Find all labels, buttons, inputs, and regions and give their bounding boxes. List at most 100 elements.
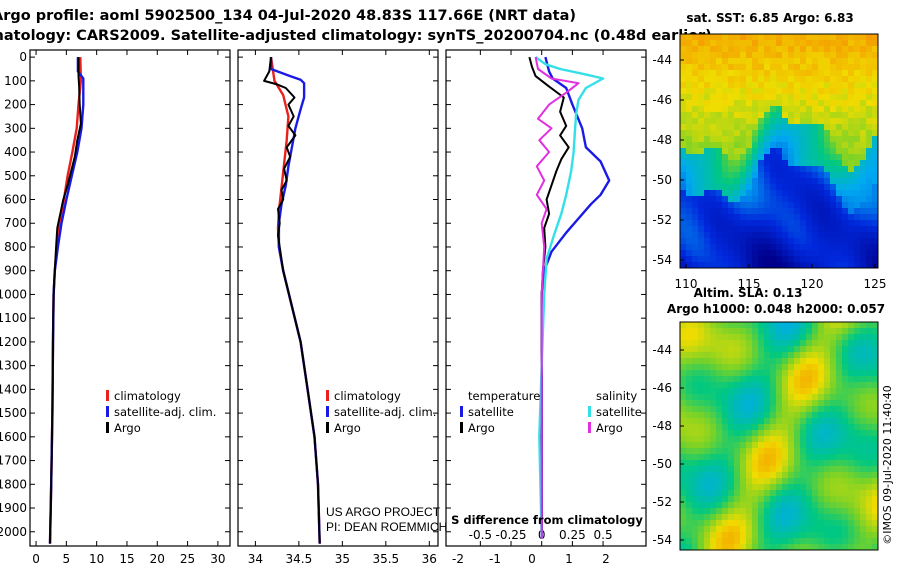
sst-cell xyxy=(860,148,867,155)
sla-cell xyxy=(818,490,825,497)
sst-cell xyxy=(776,46,783,53)
sst-cell xyxy=(836,142,843,149)
sst-cell xyxy=(848,124,855,131)
sst-cell xyxy=(710,250,717,257)
sla-cell xyxy=(728,322,735,329)
sst-cell xyxy=(740,118,747,125)
sla-cell xyxy=(836,400,843,407)
sst-cell xyxy=(788,202,795,209)
sla-cell xyxy=(710,322,717,329)
sla-cell xyxy=(818,436,825,443)
sla-cell xyxy=(818,418,825,425)
sla-cell xyxy=(836,490,843,497)
sst-cell xyxy=(854,178,861,185)
sla-cell xyxy=(866,466,873,473)
sst-cell xyxy=(854,196,861,203)
sla-cell xyxy=(686,358,693,365)
sst-cell xyxy=(746,172,753,179)
sla-cell xyxy=(872,358,879,365)
salinity-legend: climatology satellite-adj. clim. Argo xyxy=(326,389,436,435)
sst-cell xyxy=(740,70,747,77)
sla-cell xyxy=(746,514,753,521)
sst-cell xyxy=(722,226,729,233)
sla-cell xyxy=(812,382,819,389)
sst-cell xyxy=(806,82,813,89)
sla-cell xyxy=(872,520,879,527)
sst-cell xyxy=(824,154,831,161)
sst-cell xyxy=(848,226,855,233)
sst-cell xyxy=(686,106,693,113)
x-tick-label: 34 xyxy=(248,552,263,566)
sla-cell xyxy=(788,538,795,545)
sla-cell xyxy=(860,424,867,431)
sla-cell xyxy=(704,406,711,413)
sla-cell xyxy=(806,520,813,527)
sla-cell xyxy=(782,538,789,545)
sla-cell xyxy=(734,424,741,431)
sla-cell xyxy=(818,388,825,395)
sla-cell xyxy=(866,352,873,359)
sst-cell xyxy=(794,94,801,101)
sla-cell xyxy=(686,460,693,467)
sst-cell xyxy=(782,94,789,101)
sst-cell xyxy=(860,40,867,47)
sst-cell xyxy=(764,148,771,155)
sla-cell xyxy=(866,340,873,347)
sst-cell xyxy=(746,100,753,107)
sst-cell xyxy=(782,202,789,209)
sst-cell xyxy=(866,226,873,233)
sst-cell xyxy=(806,46,813,53)
sla-cell xyxy=(866,490,873,497)
sst-cell xyxy=(752,220,759,227)
sla-cell xyxy=(812,430,819,437)
sla-cell xyxy=(752,346,759,353)
sla-cell xyxy=(872,490,879,497)
lat-tick-label: -54 xyxy=(652,253,672,267)
depth-tick-label: 1500 xyxy=(0,406,27,420)
sla-cell xyxy=(746,508,753,515)
sst-cell xyxy=(788,160,795,167)
sla-cell xyxy=(692,454,699,461)
sla-cell xyxy=(860,382,867,389)
sla-cell xyxy=(788,484,795,491)
sla-cell xyxy=(686,502,693,509)
sla-cell xyxy=(842,538,849,545)
sst-cell xyxy=(692,184,699,191)
sla-cell xyxy=(776,430,783,437)
sla-cell xyxy=(686,418,693,425)
sla-cell xyxy=(776,394,783,401)
sst-cell xyxy=(848,112,855,119)
sla-cell xyxy=(818,472,825,479)
sla-cell xyxy=(746,490,753,497)
sla-cell xyxy=(686,406,693,413)
sla-cell xyxy=(734,442,741,449)
sla-cell xyxy=(794,502,801,509)
sla-cell xyxy=(866,418,873,425)
sst-cell xyxy=(782,100,789,107)
sst-cell xyxy=(854,100,861,107)
sla-cell xyxy=(680,364,687,371)
sst-cell xyxy=(710,196,717,203)
lat-tick-label: -48 xyxy=(652,133,672,147)
sla-cell xyxy=(836,346,843,353)
sst-cell xyxy=(728,184,735,191)
legend-label-sal-satellite: satellite xyxy=(596,405,642,419)
sla-cell xyxy=(776,358,783,365)
sst-cell xyxy=(866,256,873,263)
sst-cell xyxy=(860,184,867,191)
sla-cell xyxy=(734,328,741,335)
sla-cell xyxy=(818,430,825,437)
sla-cell xyxy=(770,430,777,437)
sst-cell xyxy=(722,94,729,101)
sst-cell xyxy=(836,82,843,89)
sla-cell xyxy=(806,418,813,425)
sla-cell xyxy=(692,496,699,503)
sla-cell xyxy=(680,514,687,521)
sla-cell xyxy=(860,406,867,413)
sla-cell xyxy=(722,352,729,359)
sla-cell xyxy=(824,514,831,521)
sla-cell xyxy=(776,532,783,539)
sst-cell xyxy=(746,220,753,227)
sla-cell xyxy=(680,508,687,515)
sst-cell xyxy=(704,256,711,263)
